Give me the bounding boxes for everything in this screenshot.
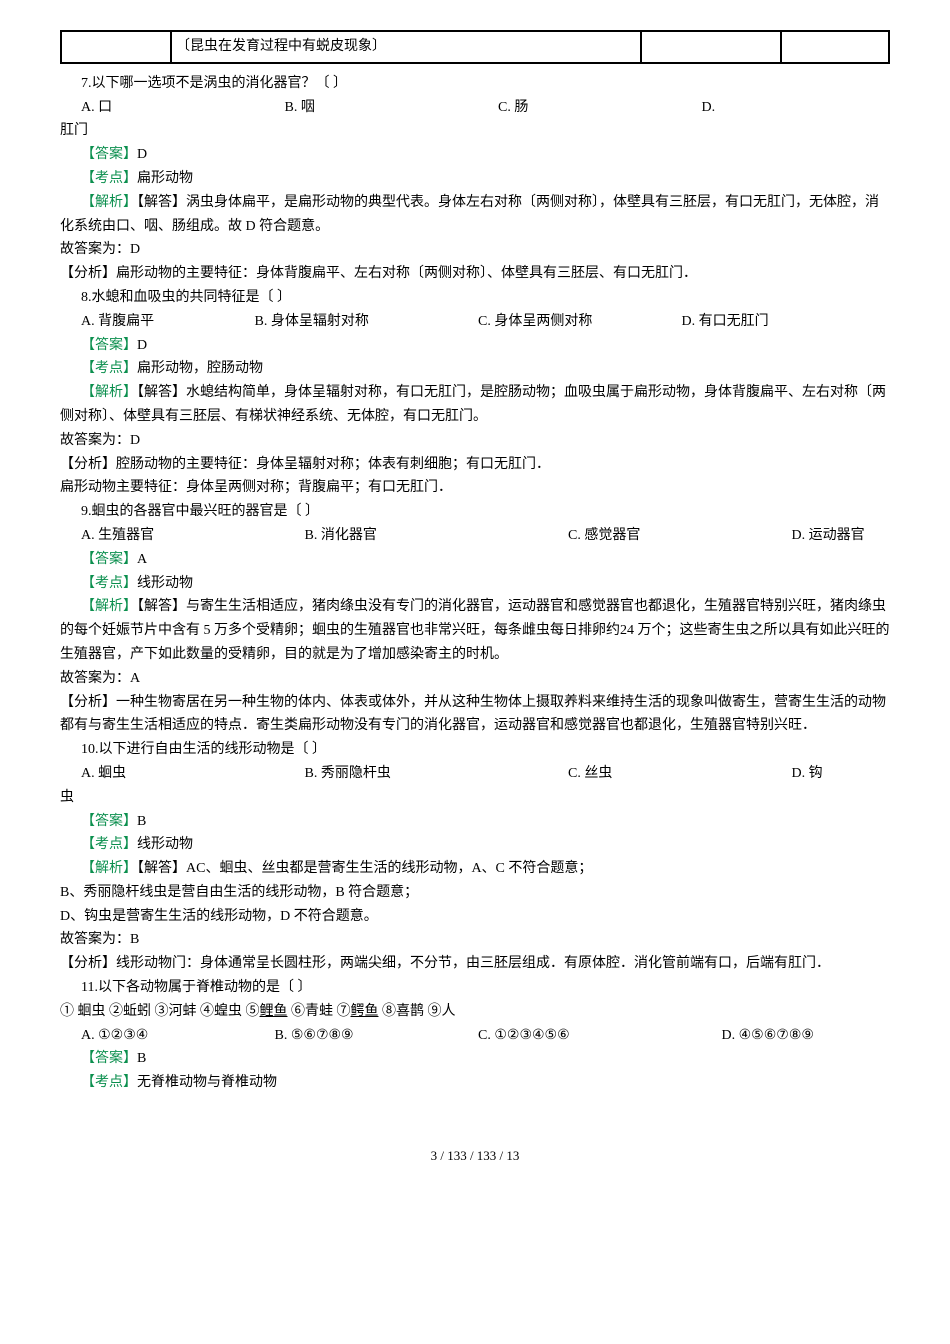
- jiexi-body: 【解答】涡虫身体扁平，是扁形动物的典型代表。身体左右对称〔两侧对称〕，体壁具有三…: [60, 195, 879, 234]
- answer-value: A: [137, 552, 147, 567]
- list-part: ① 蛔虫 ②蚯蚓 ③河蚌 ④蝗虫 ⑤: [60, 1004, 260, 1019]
- conclusion: 故答案为：A: [60, 667, 890, 691]
- table-cell: 〔昆虫在发育过程中有蜕皮现象〕: [171, 31, 641, 63]
- conclusion: 故答案为：D: [60, 238, 890, 262]
- kaodian-line: 【考点】扁形动物: [60, 167, 890, 191]
- answer-line: 【答案】D: [60, 334, 890, 358]
- kaodian-value: 扁形动物: [137, 171, 193, 186]
- jiexi-label: 【解析】: [81, 195, 137, 210]
- option-a: A. 口: [81, 96, 281, 120]
- option-d: D. 运动器官: [792, 524, 865, 548]
- option-d: D. 有口无肛门: [682, 310, 769, 334]
- jiexi-label: 【解析】: [81, 385, 137, 400]
- jiexi-label: 【解析】: [81, 861, 137, 876]
- option-a: A. ①②③④: [81, 1024, 271, 1048]
- option-a: A. 背腹扁平: [81, 310, 251, 334]
- answer-label: 【答案】: [81, 1051, 137, 1066]
- option-c: C. 丝虫: [568, 762, 788, 786]
- option-b: B. 咽: [285, 96, 495, 120]
- table-cell: [781, 31, 889, 63]
- option-d: D.: [702, 96, 716, 120]
- options: A. 蛔虫 B. 秀丽隐杆虫 C. 丝虫 D. 钩: [60, 762, 890, 786]
- option-d: D. 钩: [792, 762, 823, 786]
- kaodian-label: 【考点】: [81, 361, 137, 376]
- answer-label: 【答案】: [81, 552, 137, 567]
- fenxi: 【分析】一种生物寄居在另一种生物的体内、体表或体外，并从这种生物体上摄取养料来维…: [60, 691, 890, 739]
- answer-value: D: [137, 338, 147, 353]
- list-underline: 鲤鱼: [260, 1004, 288, 1019]
- kaodian-value: 扁形动物，腔肠动物: [137, 361, 263, 376]
- answer-value: B: [137, 1051, 146, 1066]
- question-stem: 10.以下进行自由生活的线形动物是〔 〕: [60, 738, 890, 762]
- kaodian-line: 【考点】线形动物: [60, 572, 890, 596]
- list-underline: 鳄鱼: [351, 1004, 379, 1019]
- answer-label: 【答案】: [81, 338, 137, 353]
- option-a: A. 蛔虫: [81, 762, 301, 786]
- answer-label: 【答案】: [81, 814, 137, 829]
- option-b: B. ⑤⑥⑦⑧⑨: [275, 1024, 475, 1048]
- fenxi: 【分析】线形动物门：身体通常呈长圆柱形，两端尖细，不分节，由三胚层组成．有原体腔…: [60, 952, 890, 976]
- answer-value: B: [137, 814, 146, 829]
- conclusion: 故答案为：B: [60, 928, 890, 952]
- answer-line: 【答案】B: [60, 810, 890, 834]
- table-cell: [641, 31, 781, 63]
- kaodian-label: 【考点】: [81, 576, 137, 591]
- fenxi: 【分析】扁形动物的主要特征：身体背腹扁平、左右对称〔两侧对称〕、体壁具有三胚层、…: [60, 262, 890, 286]
- options: A. 口 B. 咽 C. 肠 D.: [60, 96, 890, 120]
- option-c: C. 肠: [498, 96, 698, 120]
- option-c: C. 感觉器官: [568, 524, 788, 548]
- jiexi-line: 【解析】【解答】与寄生生活相适应，猪肉绦虫没有专门的消化器官，运动器官和感觉器官…: [60, 595, 890, 666]
- kaodian-line: 【考点】无脊椎动物与脊椎动物: [60, 1071, 890, 1095]
- jiexi-line: B、秀丽隐杆线虫是营自由生活的线形动物，B 符合题意；: [60, 881, 890, 905]
- kaodian-label: 【考点】: [81, 1075, 137, 1090]
- page-footer: 3 / 133 / 133 / 13: [60, 1145, 890, 1167]
- options: A. 背腹扁平 B. 身体呈辐射对称 C. 身体呈两侧对称 D. 有口无肛门: [60, 310, 890, 334]
- option-b: B. 消化器官: [305, 524, 565, 548]
- table-header: 〔昆虫在发育过程中有蜕皮现象〕: [60, 30, 890, 64]
- question-stem: 8.水螅和血吸虫的共同特征是〔 〕: [60, 286, 890, 310]
- question-stem: 9.蛔虫的各器官中最兴旺的器官是〔 〕: [60, 500, 890, 524]
- jiexi-line: 【解析】【解答】涡虫身体扁平，是扁形动物的典型代表。身体左右对称〔两侧对称〕，体…: [60, 191, 890, 239]
- fenxi: 扁形动物主要特征：身体呈两侧对称；背腹扁平；有口无肛门．: [60, 476, 890, 500]
- answer-value: D: [137, 147, 147, 162]
- option-c: C. ①②③④⑤⑥: [478, 1024, 718, 1048]
- option-d-cont: 肛门: [60, 119, 890, 143]
- kaodian-label: 【考点】: [81, 171, 137, 186]
- jiexi-label: 【解析】: [81, 599, 137, 614]
- answer-label: 【答案】: [81, 147, 137, 162]
- answer-line: 【答案】A: [60, 548, 890, 572]
- jiexi-body: 【解答】AC、蛔虫、丝虫都是营寄生生活的线形动物，A、C 不符合题意；: [137, 861, 592, 876]
- fenxi: 【分析】腔肠动物的主要特征：身体呈辐射对称；体表有刺细胞；有口无肛门．: [60, 453, 890, 477]
- kaodian-label: 【考点】: [81, 837, 137, 852]
- jiexi-line: 【解析】【解答】水螅结构简单，身体呈辐射对称，有口无肛门，是腔肠动物；血吸虫属于…: [60, 381, 890, 429]
- option-c: C. 身体呈两侧对称: [478, 310, 678, 334]
- option-d: D. ④⑤⑥⑦⑧⑨: [722, 1024, 814, 1048]
- kaodian-value: 线形动物: [137, 576, 193, 591]
- answer-line: 【答案】B: [60, 1047, 890, 1071]
- kaodian-line: 【考点】扁形动物，腔肠动物: [60, 357, 890, 381]
- jiexi-line: 【解析】【解答】AC、蛔虫、丝虫都是营寄生生活的线形动物，A、C 不符合题意；: [60, 857, 890, 881]
- kaodian-value: 无脊椎动物与脊椎动物: [137, 1075, 277, 1090]
- conclusion: 故答案为：D: [60, 429, 890, 453]
- option-a: A. 生殖器官: [81, 524, 301, 548]
- options: A. ①②③④ B. ⑤⑥⑦⑧⑨ C. ①②③④⑤⑥ D. ④⑤⑥⑦⑧⑨: [60, 1024, 890, 1048]
- options: A. 生殖器官 B. 消化器官 C. 感觉器官 D. 运动器官: [60, 524, 890, 548]
- option-d-cont: 虫: [60, 786, 890, 810]
- kaodian-line: 【考点】线形动物: [60, 833, 890, 857]
- question-stem: 11.以下各动物属于脊椎动物的是〔 〕: [60, 976, 890, 1000]
- answer-line: 【答案】D: [60, 143, 890, 167]
- list-part: ⑧喜鹊 ⑨人: [379, 1004, 456, 1019]
- jiexi-body: 【解答】水螅结构简单，身体呈辐射对称，有口无肛门，是腔肠动物；血吸虫属于扁形动物…: [60, 385, 886, 424]
- kaodian-value: 线形动物: [137, 837, 193, 852]
- table-cell: [61, 31, 171, 63]
- jiexi-body: 【解答】与寄生生活相适应，猪肉绦虫没有专门的消化器官，运动器官和感觉器官也都退化…: [60, 599, 890, 662]
- jiexi-line: D、钩虫是营寄生生活的线形动物，D 不符合题意。: [60, 905, 890, 929]
- option-b: B. 秀丽隐杆虫: [305, 762, 565, 786]
- question-list: ① 蛔虫 ②蚯蚓 ③河蚌 ④蝗虫 ⑤鲤鱼 ⑥青蛙 ⑦鳄鱼 ⑧喜鹊 ⑨人: [60, 1000, 890, 1024]
- list-part: ⑥青蛙 ⑦: [288, 1004, 351, 1019]
- question-stem: 7.以下哪一选项不是涡虫的消化器官？〔 〕: [60, 72, 890, 96]
- option-b: B. 身体呈辐射对称: [255, 310, 475, 334]
